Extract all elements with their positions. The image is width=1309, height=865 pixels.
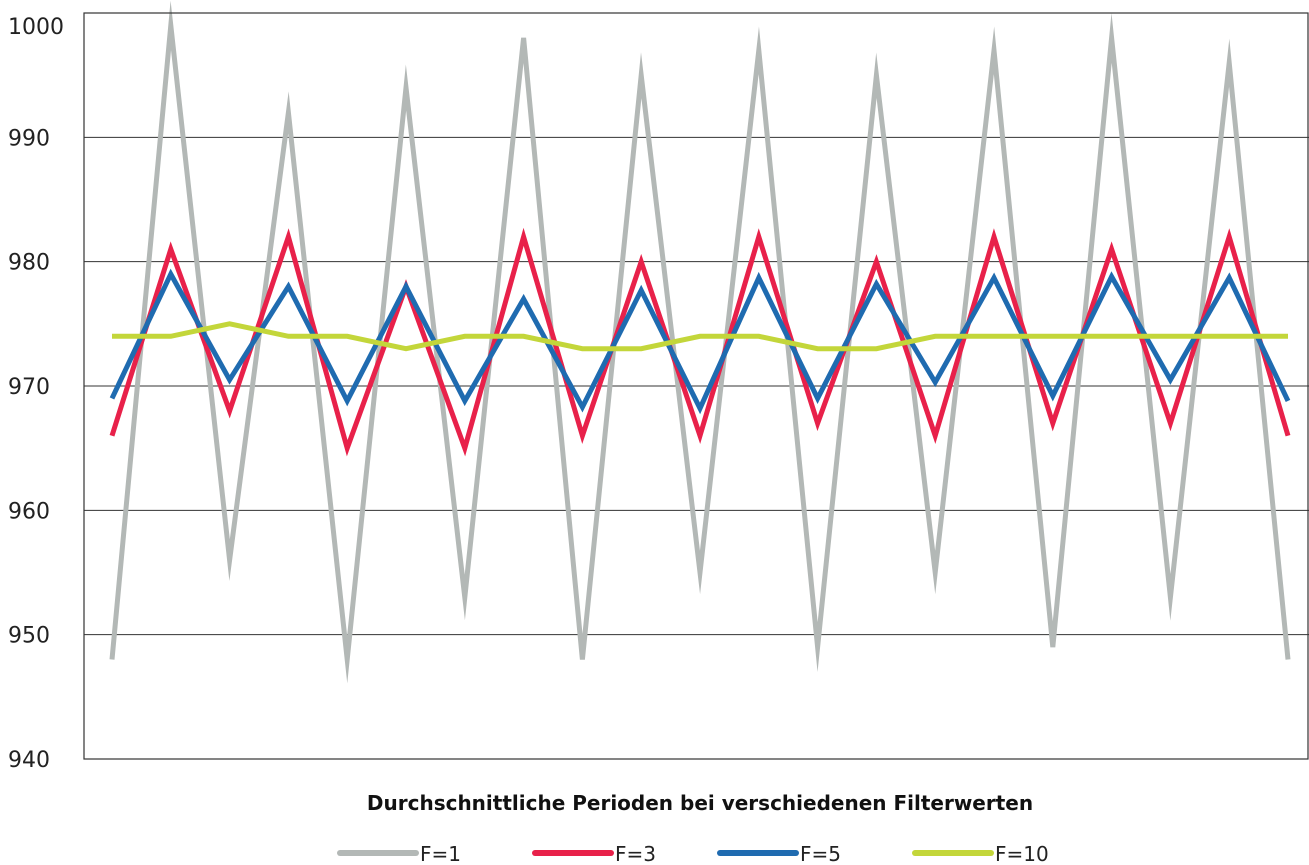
legend-item: F=3 <box>532 842 656 865</box>
y-tick-label: 960 <box>8 499 50 524</box>
legend-label: F=1 <box>420 842 461 865</box>
y-axis-ticks: 940 950 960 970 980 990 1000 <box>8 15 64 773</box>
y-tick-label: 950 <box>8 624 50 649</box>
plot-frame <box>83 12 1309 760</box>
x-axis-title: Durchschnittliche Perioden bei verschied… <box>367 791 1033 815</box>
series-line-f-3 <box>109 227 1291 457</box>
legend-item: F=1 <box>337 842 461 865</box>
legend-label: F=3 <box>615 842 656 865</box>
series-line-f-5 <box>109 268 1291 415</box>
series-line-f-10 <box>112 321 1288 352</box>
y-tick-label: 970 <box>8 375 50 400</box>
y-tick-label: 1000 <box>8 15 64 40</box>
y-tick-label: 940 <box>8 748 50 773</box>
series-line-f-1 <box>109 0 1291 684</box>
legend-item: F=5 <box>717 842 841 865</box>
y-tick-label: 990 <box>8 126 50 151</box>
legend-item: F=10 <box>912 842 1049 865</box>
series-lines <box>109 0 1291 684</box>
y-tick-label: 980 <box>8 251 50 276</box>
legend: F=1 F=3 F=5 F=10 <box>337 842 1049 865</box>
legend-label: F=5 <box>800 842 841 865</box>
legend-label: F=10 <box>995 842 1049 865</box>
